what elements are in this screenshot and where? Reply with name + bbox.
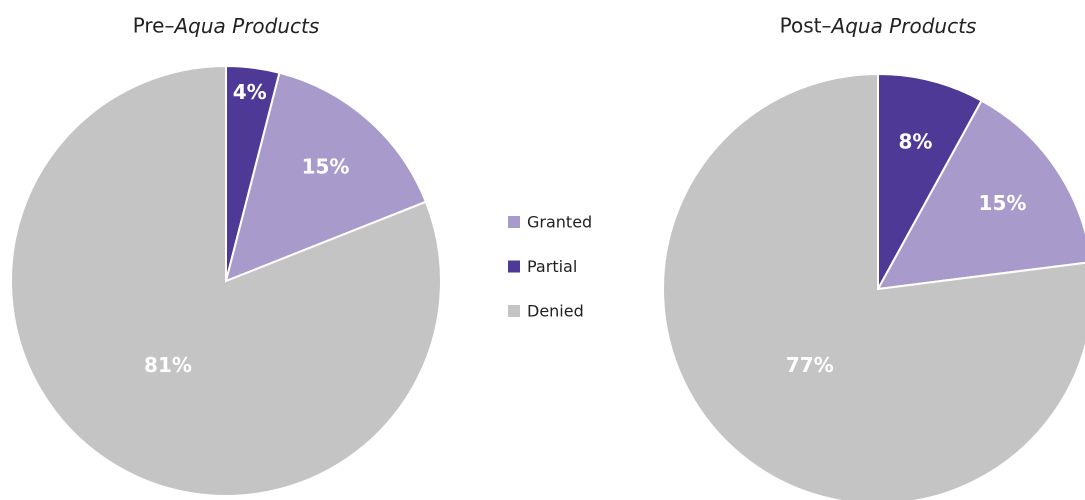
chart-title: Pre–Aqua Products — [133, 14, 320, 38]
value-label: 4% — [233, 80, 267, 104]
value-label: 8% — [898, 130, 932, 154]
legend-swatch — [508, 216, 520, 228]
legend-swatch — [508, 305, 520, 317]
pie-slice — [224, 71, 428, 283]
legend-label: Granted — [527, 213, 592, 232]
legend-label: Partial — [527, 257, 577, 276]
pie-slice — [877, 72, 983, 290]
value-label: 15% — [979, 191, 1027, 215]
value-label: 15% — [302, 155, 350, 179]
legend-label: Denied — [527, 302, 584, 321]
pie-slice — [661, 72, 1085, 500]
chart-title: Post–Aqua Products — [780, 14, 977, 38]
legend-swatch — [508, 260, 520, 273]
value-label: 77% — [786, 353, 834, 377]
value-label: 81% — [144, 353, 192, 377]
pie-slice — [10, 64, 442, 497]
pie-slice — [876, 99, 1085, 291]
